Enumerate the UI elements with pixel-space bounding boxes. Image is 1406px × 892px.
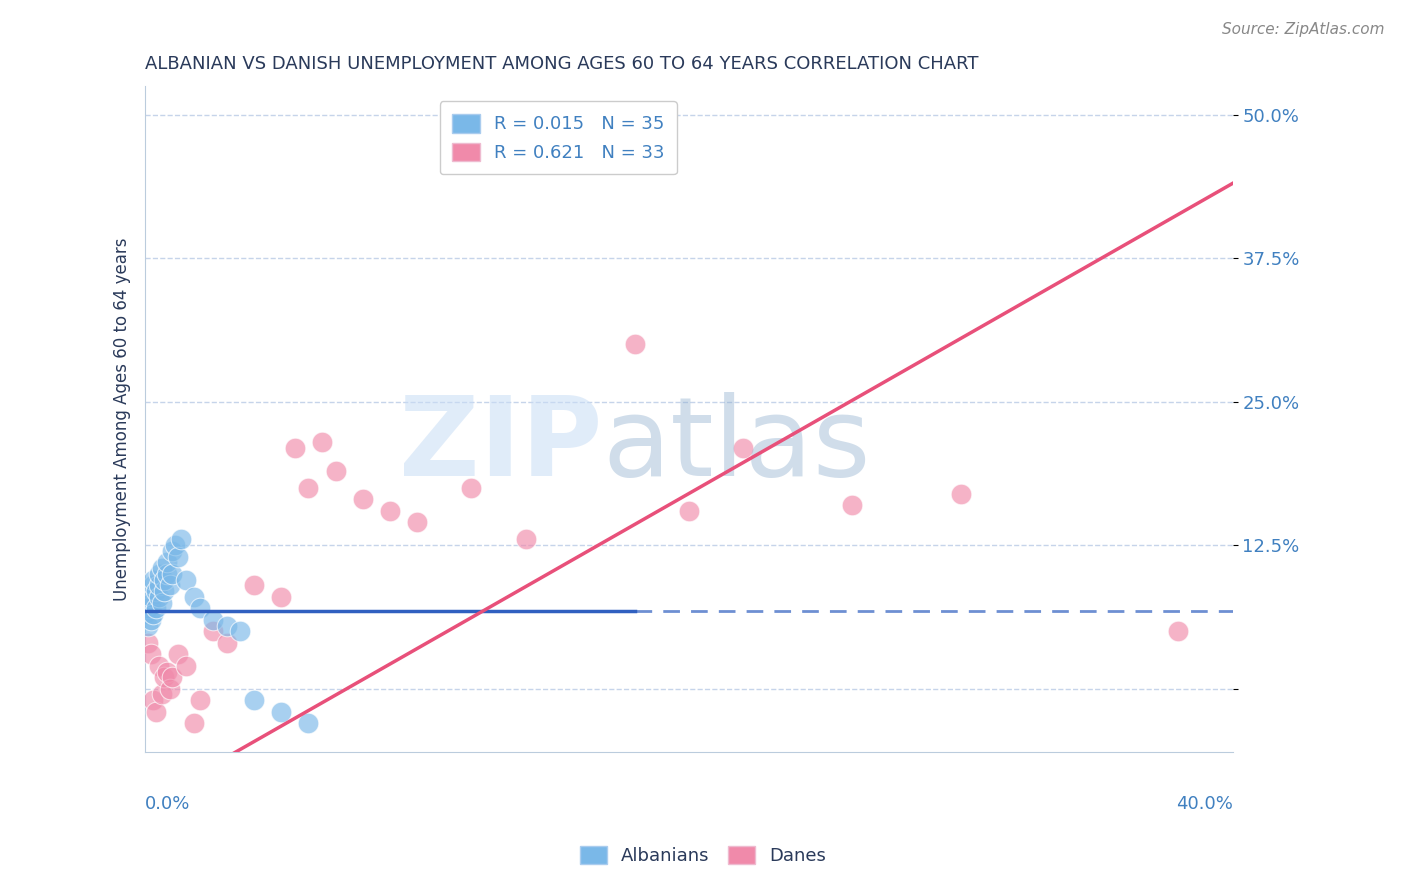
Point: [145, 601, 167, 615]
Point: [270, 705, 292, 719]
Text: 40.0%: 40.0%: [1175, 795, 1233, 814]
Point: [139, 590, 162, 604]
Point: [150, 688, 173, 702]
Text: atlas: atlas: [602, 392, 870, 499]
Point: [150, 596, 173, 610]
Point: [174, 658, 197, 673]
Point: [460, 481, 482, 495]
Point: [139, 596, 162, 610]
Point: [153, 584, 176, 599]
Point: [297, 716, 319, 731]
Point: [284, 441, 307, 455]
Point: [623, 337, 645, 351]
Point: [202, 624, 225, 639]
Point: [145, 705, 167, 719]
Point: [378, 504, 401, 518]
Point: [229, 624, 252, 639]
Point: [167, 648, 190, 662]
Point: [162, 670, 184, 684]
Point: [188, 601, 211, 615]
Point: [153, 670, 176, 684]
Point: [145, 584, 167, 599]
Point: [243, 578, 266, 592]
Point: [678, 504, 700, 518]
Point: [174, 573, 197, 587]
Point: [156, 566, 179, 581]
Point: [139, 648, 162, 662]
Point: [136, 618, 159, 632]
Point: [183, 716, 205, 731]
Point: [311, 434, 333, 449]
Point: [325, 464, 347, 478]
Legend: Albanians, Danes: Albanians, Danes: [572, 838, 834, 872]
Point: [183, 590, 205, 604]
Point: [159, 578, 181, 592]
Point: [949, 486, 972, 500]
Point: [1167, 624, 1189, 639]
Point: [243, 693, 266, 707]
Point: [165, 538, 187, 552]
Text: Source: ZipAtlas.com: Source: ZipAtlas.com: [1222, 22, 1385, 37]
Point: [148, 658, 170, 673]
Point: [153, 573, 176, 587]
Point: [297, 481, 319, 495]
Point: [406, 515, 429, 529]
Point: [142, 573, 165, 587]
Point: [156, 556, 179, 570]
Point: [515, 533, 537, 547]
Point: [142, 607, 165, 621]
Text: ALBANIAN VS DANISH UNEMPLOYMENT AMONG AGES 60 TO 64 YEARS CORRELATION CHART: ALBANIAN VS DANISH UNEMPLOYMENT AMONG AG…: [145, 55, 979, 73]
Point: [167, 549, 190, 564]
Point: [352, 492, 374, 507]
Point: [162, 544, 184, 558]
Point: [150, 561, 173, 575]
Legend: R = 0.015   N = 35, R = 0.621   N = 33: R = 0.015 N = 35, R = 0.621 N = 33: [440, 102, 678, 175]
Point: [270, 590, 292, 604]
Point: [156, 665, 179, 679]
Point: [169, 533, 191, 547]
Point: [142, 578, 165, 592]
Point: [733, 441, 755, 455]
Y-axis label: Unemployment Among Ages 60 to 64 years: Unemployment Among Ages 60 to 64 years: [114, 237, 131, 600]
Point: [148, 566, 170, 581]
Point: [136, 601, 159, 615]
Text: 0.0%: 0.0%: [145, 795, 191, 814]
Point: [162, 566, 184, 581]
Point: [142, 693, 165, 707]
Point: [136, 636, 159, 650]
Point: [188, 693, 211, 707]
Point: [148, 590, 170, 604]
Point: [134, 607, 156, 621]
Point: [159, 681, 181, 696]
Point: [202, 613, 225, 627]
Point: [139, 613, 162, 627]
Point: [148, 578, 170, 592]
Point: [215, 618, 238, 632]
Point: [215, 636, 238, 650]
Point: [841, 498, 863, 512]
Text: ZIP: ZIP: [398, 392, 602, 499]
